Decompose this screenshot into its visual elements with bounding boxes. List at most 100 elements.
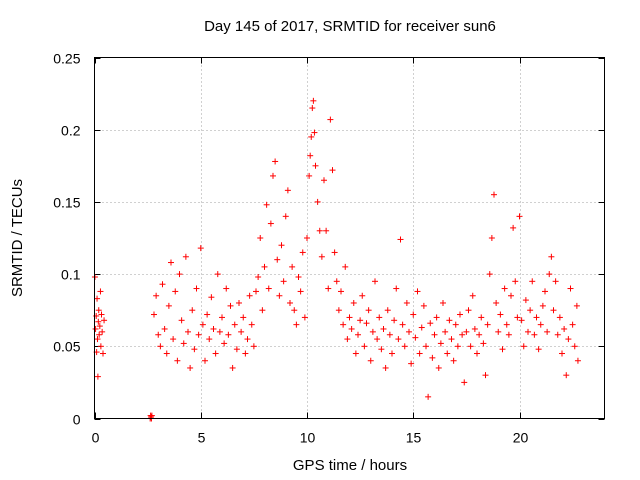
data-point [537, 321, 544, 328]
data-point [376, 314, 383, 321]
y-tick-label: 0.05 [53, 339, 80, 355]
data-point [257, 235, 264, 241]
data-point [187, 364, 194, 371]
data-point [94, 336, 101, 343]
data-point [391, 317, 398, 324]
data-point [380, 325, 387, 332]
data-point [265, 285, 272, 292]
data-point [301, 314, 308, 321]
data-point [397, 236, 404, 243]
data-point [412, 334, 419, 341]
y-tick-label: 0 [73, 412, 81, 428]
data-point [248, 321, 255, 328]
data-point [287, 299, 293, 306]
y-tick-label: 0.25 [53, 51, 80, 67]
data-point [304, 235, 310, 241]
data-point [331, 249, 338, 256]
data-point [574, 357, 581, 364]
data-point [348, 325, 355, 332]
data-point [96, 331, 103, 338]
data-point [378, 346, 385, 353]
data-point [161, 325, 168, 332]
data-point [340, 321, 347, 328]
data-point [195, 331, 202, 338]
data-point [92, 325, 99, 332]
data-point [197, 245, 204, 252]
data-point [429, 354, 436, 361]
data-point [386, 331, 393, 338]
data-point [172, 288, 179, 295]
data-point [469, 292, 476, 299]
data-point [344, 336, 351, 343]
data-point [153, 292, 160, 299]
data-point [440, 299, 446, 306]
data-point [463, 328, 470, 335]
data-point [191, 346, 198, 353]
data-point [514, 314, 521, 321]
plot-frame [94, 57, 605, 419]
data-point [100, 350, 106, 357]
data-point [488, 235, 495, 241]
data-point [478, 314, 485, 321]
data-point [278, 242, 285, 249]
data-point [365, 307, 372, 314]
data-point [571, 343, 578, 350]
data-point [454, 343, 461, 350]
data-point [497, 311, 504, 318]
x-tick-label: 5 [198, 430, 206, 446]
data-point [493, 299, 500, 306]
x-tick-label: 20 [513, 430, 529, 446]
data-point [525, 328, 531, 335]
data-point [459, 331, 466, 338]
data-point [151, 311, 157, 318]
data-point [529, 278, 536, 285]
data-point [382, 364, 389, 371]
data-point [295, 273, 302, 280]
data-point [244, 336, 251, 343]
data-point [542, 288, 548, 295]
y-tick-label: 0.15 [53, 195, 80, 211]
data-point [465, 307, 472, 314]
data-point [282, 213, 289, 220]
data-point [442, 328, 449, 335]
data-point [202, 357, 208, 364]
data-point [155, 331, 162, 338]
data-point [550, 307, 557, 314]
data-point [97, 343, 104, 350]
data-point [250, 343, 257, 350]
data-point [311, 129, 318, 136]
data-point [101, 317, 108, 324]
data-point [567, 285, 574, 292]
data-point [240, 314, 247, 321]
data-point [491, 191, 497, 198]
data-point [546, 271, 553, 278]
data-point [561, 325, 568, 332]
data-point [327, 116, 334, 123]
data-point [352, 350, 359, 357]
data-point [431, 331, 438, 338]
data-point [559, 350, 565, 357]
data-point [321, 177, 327, 184]
data-point [363, 320, 370, 327]
data-point [299, 249, 306, 256]
data-point [208, 294, 215, 301]
data-point [159, 281, 166, 288]
data-point [178, 317, 185, 324]
x-axis-title: GPS time / hours [293, 457, 407, 474]
data-point [270, 172, 276, 179]
data-point [393, 285, 400, 292]
data-point [263, 201, 270, 208]
data-point [170, 336, 177, 343]
data-point [165, 302, 172, 309]
y-tick-label: 0.1 [61, 267, 81, 283]
data-point [444, 350, 451, 357]
data-point [276, 292, 283, 299]
data-point [501, 285, 508, 292]
data-point [563, 372, 570, 379]
data-point [174, 357, 181, 364]
data-point [471, 325, 478, 332]
data-point [225, 331, 232, 338]
data-point [544, 328, 551, 335]
data-point [182, 253, 189, 260]
